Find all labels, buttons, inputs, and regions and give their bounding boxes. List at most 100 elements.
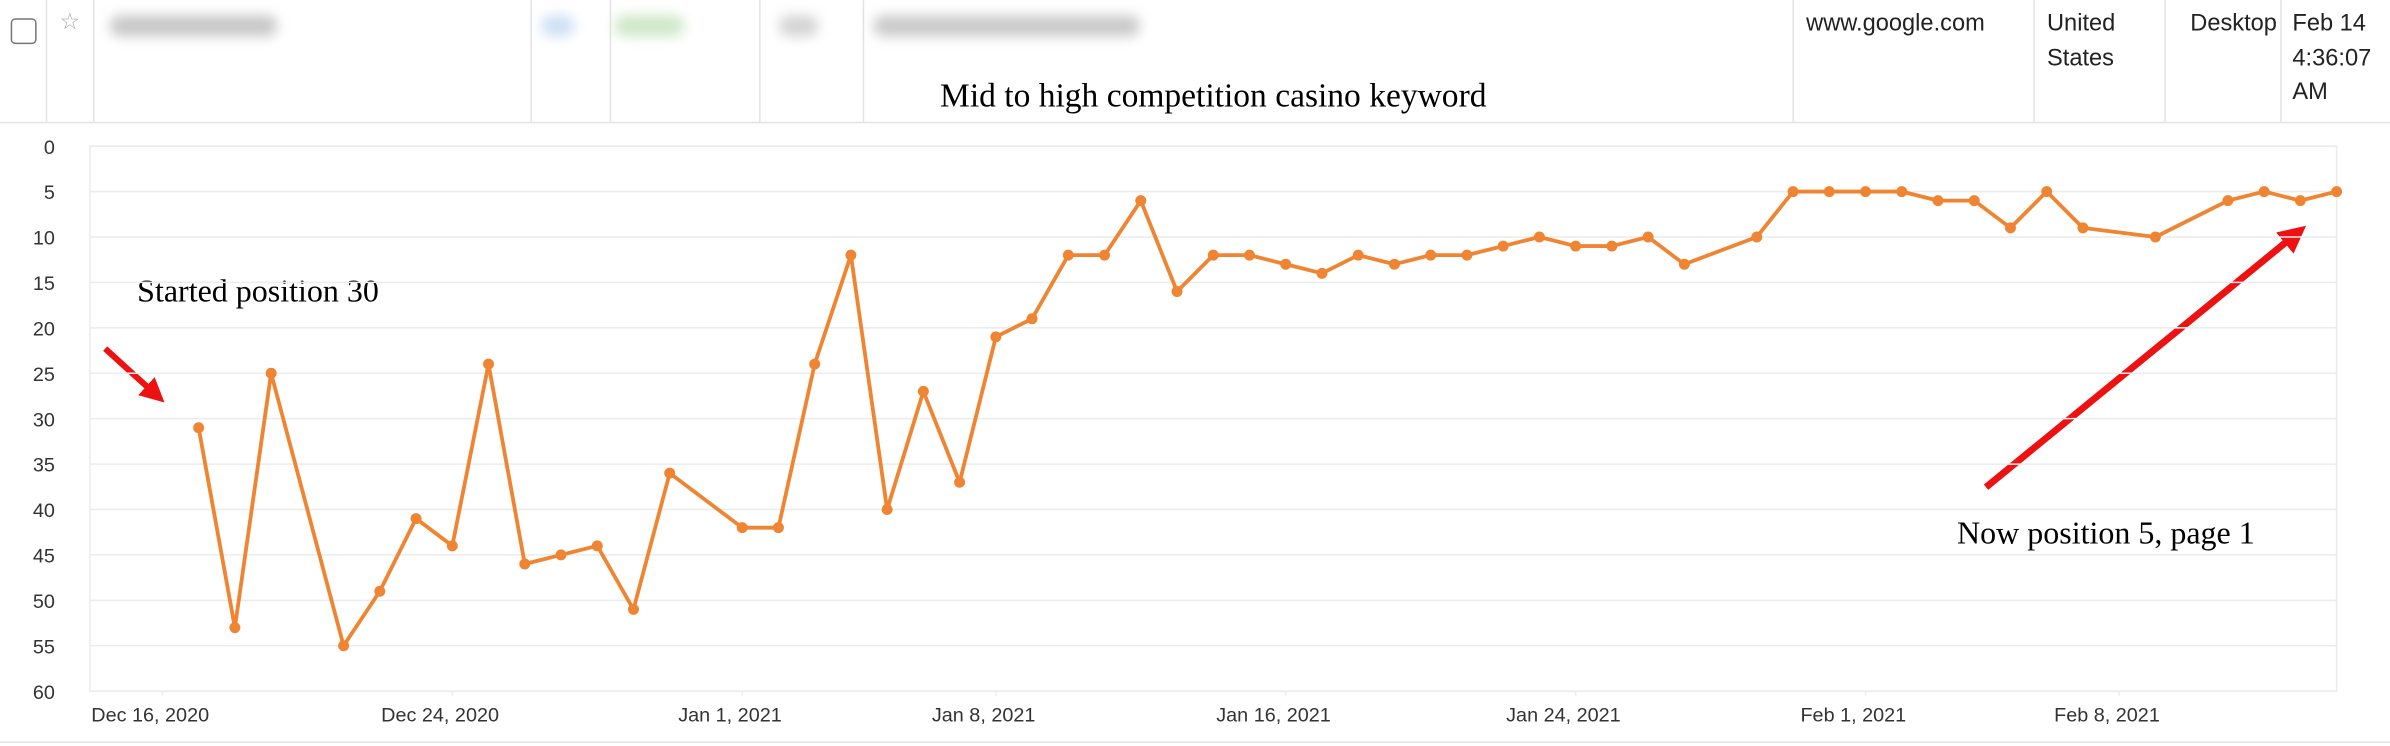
point <box>1244 249 1255 261</box>
arrow <box>1983 225 2307 490</box>
point <box>519 558 531 570</box>
y-tick-label: 50 <box>33 591 55 613</box>
point <box>1461 249 1473 261</box>
y-tick-label: 15 <box>33 273 55 295</box>
y-tick-label: 40 <box>33 500 55 522</box>
x-tick-label: Feb 8, 2021 <box>2054 705 2160 727</box>
point <box>627 603 639 615</box>
cell-url <box>862 0 1793 122</box>
point <box>229 622 241 634</box>
point <box>1968 195 1980 207</box>
point <box>2222 195 2234 207</box>
cell-keyword <box>92 0 530 122</box>
point <box>664 467 676 479</box>
point <box>1207 249 1219 261</box>
point <box>1497 240 1509 252</box>
cell-country: United States <box>2033 0 2164 122</box>
point <box>2294 195 2306 207</box>
chart-title: Mid to high competition casino keyword <box>940 78 1487 115</box>
point <box>1678 258 1690 270</box>
point <box>809 358 821 370</box>
annotation: Started position 30 <box>137 273 379 308</box>
arrow <box>103 346 165 403</box>
point <box>483 358 495 370</box>
point <box>1352 249 1364 261</box>
annotation: Now position 5, page 1 <box>1957 516 2255 551</box>
point <box>2077 222 2089 234</box>
point <box>1388 258 1400 270</box>
point <box>1642 231 1654 243</box>
point <box>917 385 929 397</box>
point <box>1533 231 1545 243</box>
cell-blur <box>609 0 759 122</box>
x-tick-label: Jan 8, 2021 <box>932 705 1036 727</box>
point <box>1135 195 1147 207</box>
point <box>410 513 422 525</box>
point <box>1062 249 1074 261</box>
row-divider <box>0 121 2390 124</box>
x-tick-label: Jan 16, 2021 <box>1216 705 1331 727</box>
point <box>2149 231 2161 243</box>
point <box>2331 186 2343 198</box>
y-tick-label: 55 <box>33 636 55 658</box>
y-tick-label: 20 <box>33 318 55 340</box>
point <box>1823 186 1835 198</box>
cell-device: Desktop <box>2164 0 2280 122</box>
blurred-text <box>109 15 278 37</box>
point <box>1280 258 1292 270</box>
point <box>1171 286 1183 297</box>
x-tick-label: Feb 1, 2021 <box>1800 705 1906 727</box>
x-tick-label: Dec 24, 2020 <box>381 705 499 727</box>
y-tick-label: 25 <box>33 364 55 386</box>
point <box>1425 249 1437 261</box>
point <box>845 249 857 261</box>
row-checkbox[interactable] <box>10 18 37 45</box>
point <box>265 367 277 379</box>
point <box>555 549 567 561</box>
point <box>954 476 966 488</box>
y-tick-label: 5 <box>44 182 55 204</box>
x-tick-label: Jan 24, 2021 <box>1506 705 1621 727</box>
cell-date: Feb 14 4:36:07 AM <box>2280 0 2390 122</box>
point <box>772 522 784 534</box>
blurred-text <box>614 15 685 37</box>
point <box>1932 195 1944 207</box>
cell-blur <box>759 0 863 122</box>
point <box>1026 313 1038 325</box>
star-icon[interactable]: ☆ <box>45 0 93 122</box>
point <box>1896 186 1908 198</box>
point <box>736 522 748 534</box>
point <box>1316 267 1328 279</box>
blurred-text <box>541 15 575 37</box>
bottom-divider <box>0 741 2390 743</box>
y-tick-label: 0 <box>44 137 55 159</box>
x-tick-label: Jan 1, 2021 <box>678 705 782 727</box>
point <box>591 540 603 552</box>
y-tick-label: 35 <box>33 455 55 477</box>
point <box>338 640 350 652</box>
point <box>990 331 1002 343</box>
blurred-text <box>778 15 819 37</box>
point <box>374 585 386 597</box>
point <box>881 504 893 515</box>
point <box>2004 222 2016 234</box>
y-tick-label: 60 <box>33 682 55 704</box>
cell-engine: www.google.com <box>1792 0 2033 122</box>
point <box>1787 186 1799 198</box>
point <box>1606 240 1618 252</box>
y-tick-label: 30 <box>33 409 55 431</box>
point <box>1099 249 1111 261</box>
y-tick-label: 10 <box>33 228 55 250</box>
cell-blur <box>530 0 609 122</box>
point <box>1860 186 1872 198</box>
plot: 0 5 10 15 20 25 30 35 40 45 50 55 60 Dec 16, 2020 Dec … <box>33 137 2343 727</box>
point <box>193 422 205 434</box>
point <box>446 540 458 552</box>
point <box>2258 186 2270 198</box>
point <box>2041 186 2053 198</box>
blurred-text <box>873 15 1141 37</box>
y-tick-label: 45 <box>33 546 55 568</box>
